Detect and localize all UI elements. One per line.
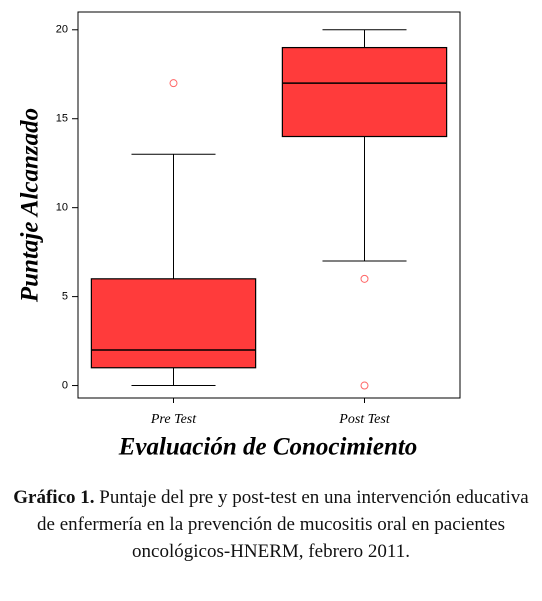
outlier [360,274,369,283]
x-tick-label: Post Test [338,412,391,427]
box [281,46,448,138]
y-tick-label: 10 [56,202,68,214]
x-axis-title: Evaluación de Conocimiento [118,434,418,461]
y-tick-label: 15 [56,113,68,125]
caption-label: Gráfico 1. [13,487,95,508]
caption: Gráfico 1. Puntaje del pre y post-test e… [11,484,531,565]
outlier [360,381,369,390]
y-axis-title: Puntaje Alcanzado [17,108,44,303]
caption-text: Puntaje del pre y post-test en una inter… [37,487,529,562]
y-tick-label: 5 [62,291,68,303]
chart: Puntaje Alcanzado Evaluación de Conocimi… [17,11,461,461]
y-tick-label: 0 [62,379,68,391]
x-tick-label: Pre Test [150,412,197,427]
y-tick-label: 20 [56,24,68,36]
outlier [169,79,178,88]
plot-frame [77,11,461,399]
box [90,278,257,369]
